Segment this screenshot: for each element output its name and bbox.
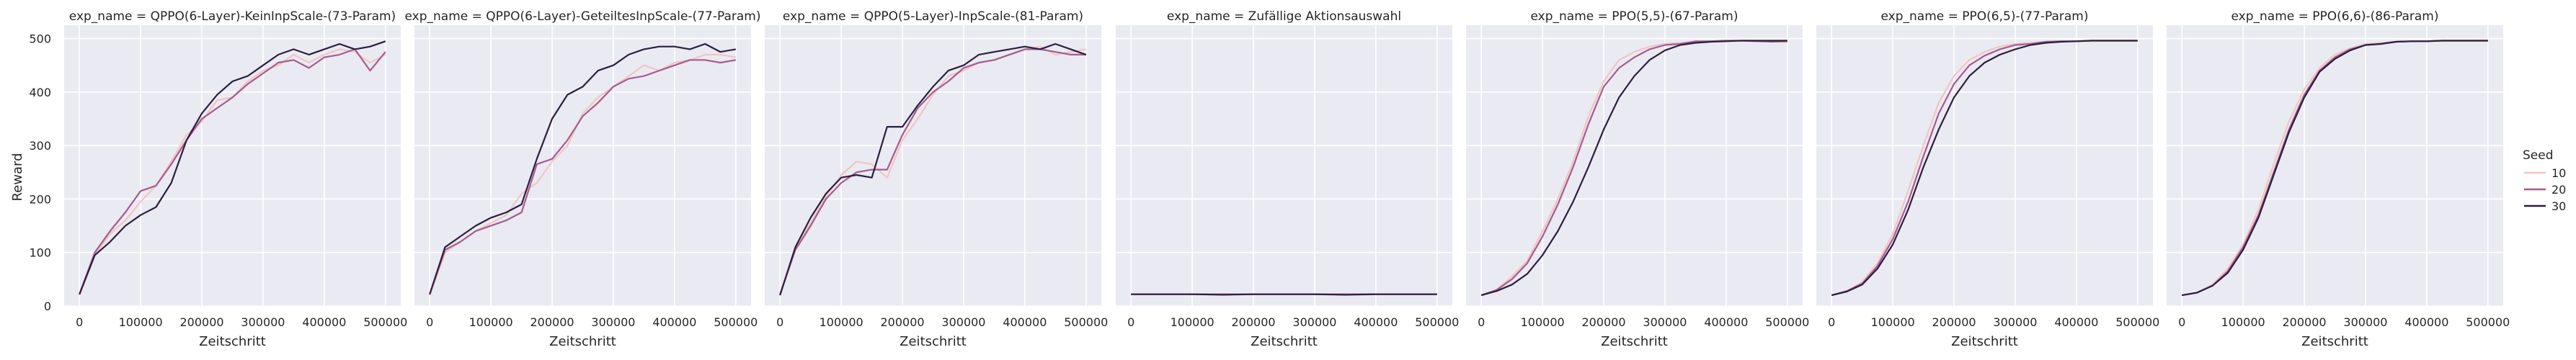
- x-tick-label: 200000: [2283, 315, 2327, 329]
- series-line-seed-20: [429, 59, 736, 295]
- x-tick-label: 0: [2178, 315, 2185, 329]
- x-tick-label: 100000: [119, 315, 163, 329]
- x-tick-label: 500000: [1765, 315, 1809, 329]
- x-tick-label: 200000: [180, 315, 224, 329]
- x-tick-label: 0: [776, 315, 783, 329]
- x-axis-label: Zeitschritt: [1951, 334, 2018, 349]
- x-axis-label: Zeitschritt: [900, 334, 967, 349]
- x-axis-label: Zeitschritt: [1601, 334, 1668, 349]
- x-tick-label: 200000: [530, 315, 574, 329]
- facet-panel: exp_name = Zufällige Aktionsauswahl 0 1000…: [1116, 9, 1459, 349]
- legend-label-seed-10: 10: [2551, 166, 2566, 180]
- x-tick-label: 300000: [941, 315, 985, 329]
- series-line-seed-10: [429, 53, 736, 296]
- series-line-seed-30: [1480, 40, 1787, 297]
- x-tick-label: 400000: [2404, 315, 2448, 329]
- x-tick-label: 100000: [1871, 315, 1915, 329]
- plot-area-background: [1816, 25, 2153, 306]
- plot-area-background: [2167, 25, 2503, 306]
- x-axis-label: Zeitschritt: [549, 334, 616, 349]
- x-tick-label: 200000: [1232, 315, 1276, 329]
- x-tick-label: 300000: [591, 315, 635, 329]
- y-tick-label: 100: [29, 246, 51, 260]
- x-tick-label: 500000: [363, 315, 407, 329]
- series-line-seed-20: [779, 48, 1086, 295]
- plot-area-background: [64, 25, 401, 306]
- legend-label-seed-20: 20: [2551, 183, 2566, 197]
- legend-title: Seed: [2523, 148, 2554, 163]
- series-line-seed-30: [1831, 40, 2138, 297]
- x-tick-label: 300000: [1292, 315, 1336, 329]
- x-tick-label: 200000: [1582, 315, 1626, 329]
- y-tick-label: 500: [29, 32, 51, 46]
- x-tick-label: 0: [1127, 315, 1134, 329]
- y-tick-label: 400: [29, 86, 51, 99]
- plot-area-background: [765, 25, 1101, 306]
- facet-title: exp_name = Zufällige Aktionsauswahl: [1167, 9, 1401, 24]
- x-tick-label: 300000: [2343, 315, 2387, 329]
- x-tick-label: 300000: [241, 315, 285, 329]
- x-tick-label: 500000: [2466, 315, 2510, 329]
- x-axis-label: Zeitschritt: [2301, 334, 2368, 349]
- x-tick-label: 100000: [1521, 315, 1565, 329]
- x-tick-label: 200000: [1932, 315, 1976, 329]
- facet-title: exp_name = QPPO(6-Layer)-GeteiltesInpSca…: [405, 9, 761, 24]
- series-line-seed-30: [2182, 40, 2488, 297]
- series-line-seed-20: [79, 48, 386, 295]
- x-tick-label: 300000: [1993, 315, 2037, 329]
- x-tick-label: 400000: [1003, 315, 1047, 329]
- series-line-seed-30: [429, 42, 736, 295]
- y-tick-label: 300: [29, 139, 51, 153]
- series-line-seed-30: [1131, 293, 1437, 296]
- plot-area-background: [1466, 25, 1803, 306]
- x-tick-label: 400000: [2054, 315, 2098, 329]
- x-tick-label: 500000: [1064, 315, 1108, 329]
- x-tick-label: 100000: [1171, 315, 1214, 329]
- legend: Seed 10 20 30: [2523, 148, 2566, 213]
- facet-title: exp_name = QPPO(6-Layer)-KeinInpScale-(7…: [69, 9, 396, 24]
- x-tick-label: 400000: [1354, 315, 1398, 329]
- series-line-seed-30: [79, 40, 386, 295]
- facet-panel: exp_name = PPO(6,6)-(86-Param) 0 100000 200…: [2167, 9, 2510, 349]
- x-tick-label: 400000: [302, 315, 346, 329]
- y-tick-label: 0: [44, 300, 51, 313]
- facet-panel: exp_name = QPPO(6-Layer)-KeinInpScale-(7…: [29, 9, 407, 349]
- x-tick-label: 400000: [652, 315, 696, 329]
- x-tick-label: 400000: [1704, 315, 1748, 329]
- x-tick-label: 300000: [1643, 315, 1687, 329]
- x-tick-label: 500000: [1415, 315, 1459, 329]
- x-axis-label: Zeitschritt: [1251, 334, 1318, 349]
- facet-panel: exp_name = PPO(6,5)-(77-Param) 0 100000 200…: [1816, 9, 2159, 349]
- facet-panel: exp_name = QPPO(6-Layer)-GeteiltesInpSca…: [405, 9, 761, 349]
- x-tick-label: 0: [426, 315, 433, 329]
- x-tick-label: 100000: [2221, 315, 2265, 329]
- x-tick-label: 0: [1478, 315, 1485, 329]
- plot-area-background: [414, 25, 751, 306]
- x-axis-label: Zeitschritt: [199, 334, 266, 349]
- x-tick-label: 0: [1828, 315, 1835, 329]
- x-tick-label: 200000: [881, 315, 925, 329]
- x-tick-label: 500000: [714, 315, 758, 329]
- y-tick-label: 200: [29, 192, 51, 206]
- facet-panel: exp_name = QPPO(5-Layer)-InpScale-(81-Pa…: [765, 9, 1108, 349]
- chart-panels: exp_name = QPPO(6-Layer)-KeinInpScale-(7…: [29, 9, 2510, 349]
- facet-title: exp_name = PPO(5,5)-(67-Param): [1531, 9, 1738, 24]
- x-tick-label: 0: [76, 315, 83, 329]
- x-tick-label: 500000: [2115, 315, 2159, 329]
- x-tick-label: 100000: [820, 315, 863, 329]
- plot-area-background: [1116, 25, 1452, 306]
- facet-title: exp_name = PPO(6,5)-(77-Param): [1881, 9, 2089, 24]
- facet-panel: exp_name = PPO(5,5)-(67-Param) 0 100000 200…: [1466, 9, 1809, 349]
- x-tick-label: 100000: [469, 315, 513, 329]
- facet-title: exp_name = QPPO(5-Layer)-InpScale-(81-Pa…: [783, 9, 1083, 24]
- facet-title: exp_name = PPO(6,6)-(86-Param): [2231, 9, 2439, 24]
- series-line-seed-30: [779, 42, 1087, 296]
- y-axis-label: Reward: [10, 153, 25, 201]
- legend-label-seed-30: 30: [2551, 199, 2566, 213]
